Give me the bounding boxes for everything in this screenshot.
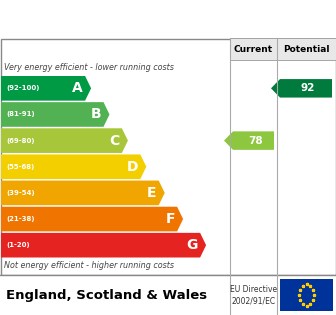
Text: (81-91): (81-91) bbox=[6, 112, 35, 117]
Polygon shape bbox=[1, 233, 206, 257]
Polygon shape bbox=[1, 154, 146, 179]
Text: (1-20): (1-20) bbox=[6, 242, 30, 248]
Text: F: F bbox=[166, 212, 175, 226]
Polygon shape bbox=[1, 102, 110, 127]
Bar bbox=[280, 279, 333, 311]
Text: (69-80): (69-80) bbox=[6, 138, 35, 144]
Text: B: B bbox=[91, 107, 101, 122]
Text: 2002/91/EC: 2002/91/EC bbox=[232, 296, 276, 306]
Text: Very energy efficient - lower running costs: Very energy efficient - lower running co… bbox=[4, 63, 174, 72]
Text: E: E bbox=[147, 186, 157, 200]
Text: (39-54): (39-54) bbox=[6, 190, 35, 196]
Text: (21-38): (21-38) bbox=[6, 216, 35, 222]
Text: Current: Current bbox=[234, 44, 273, 54]
Polygon shape bbox=[1, 76, 91, 101]
Text: A: A bbox=[72, 81, 83, 95]
Text: Potential: Potential bbox=[283, 44, 330, 54]
Text: EU Directive: EU Directive bbox=[230, 284, 277, 294]
Text: Energy Efficiency Rating: Energy Efficiency Rating bbox=[10, 10, 239, 28]
Polygon shape bbox=[271, 79, 332, 98]
Bar bbox=[277, 38, 336, 60]
Polygon shape bbox=[1, 180, 165, 205]
Text: C: C bbox=[110, 134, 120, 148]
Bar bbox=[230, 38, 277, 60]
Text: England, Scotland & Wales: England, Scotland & Wales bbox=[6, 289, 207, 301]
Text: (92-100): (92-100) bbox=[6, 85, 39, 91]
Polygon shape bbox=[1, 128, 128, 153]
Text: Not energy efficient - higher running costs: Not energy efficient - higher running co… bbox=[4, 261, 174, 270]
Text: 78: 78 bbox=[248, 135, 263, 146]
Text: (55-68): (55-68) bbox=[6, 164, 34, 170]
Text: 92: 92 bbox=[301, 83, 315, 93]
Text: G: G bbox=[187, 238, 198, 252]
Polygon shape bbox=[1, 207, 183, 231]
Polygon shape bbox=[224, 131, 274, 150]
Text: D: D bbox=[127, 160, 138, 174]
